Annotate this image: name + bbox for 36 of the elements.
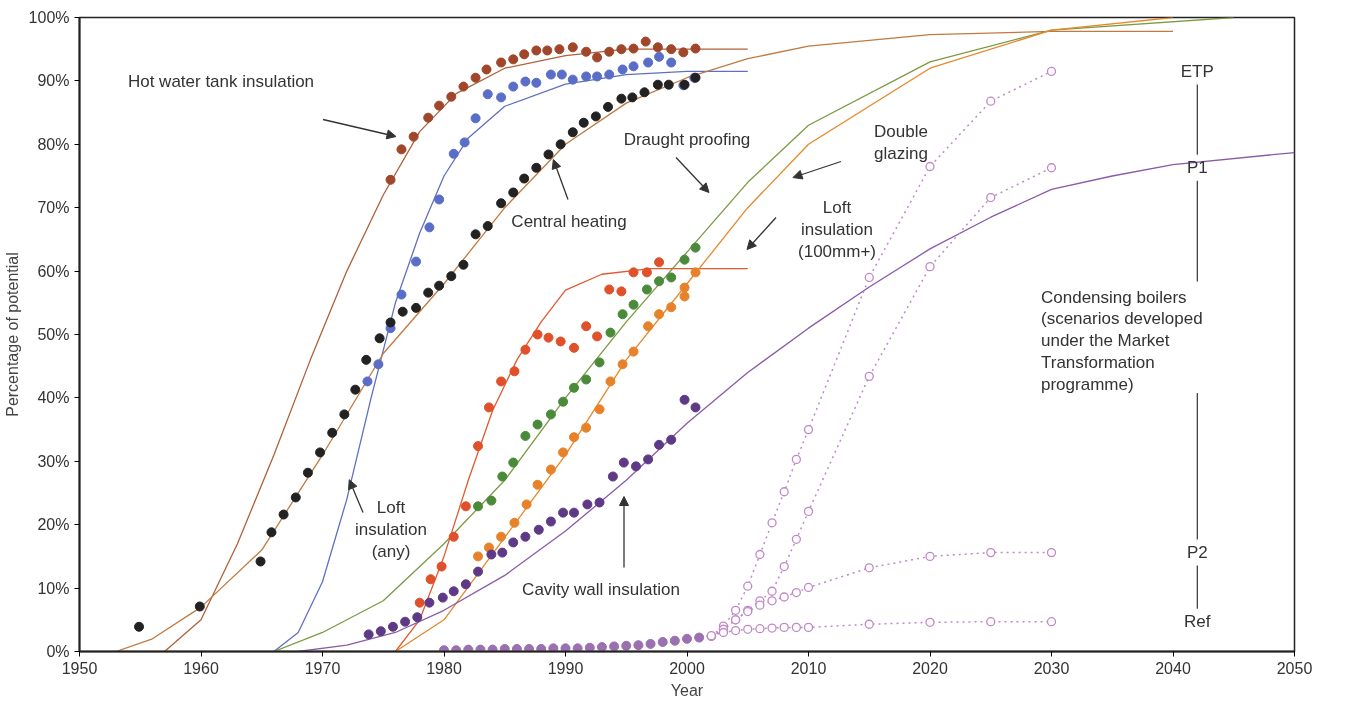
annotation: Loft insulation (any) [355, 498, 427, 561]
x-tick-label: 2000 [669, 659, 705, 677]
y-tick-label: 10% [37, 579, 70, 597]
x-tick-label: 2020 [912, 659, 948, 677]
annotation: Central heating [511, 212, 627, 231]
annotation: Loft insulation (100mm+) [798, 198, 876, 261]
annotation: Condensing boilers (scenarios developed under the Market Transformation programme) [1041, 287, 1203, 394]
annotation: Draught proofing [623, 130, 751, 149]
text: ETP [1180, 61, 1214, 81]
y-tick-label: 0% [46, 643, 70, 660]
y-axis-title: Percentage of potential [3, 252, 21, 417]
x-tick-label: 2010 [790, 659, 827, 677]
y-tick-label: 70% [37, 199, 70, 217]
text: P2 [1186, 543, 1208, 563]
text: P1 [1186, 158, 1208, 178]
x-tick-label: 2040 [1155, 659, 1191, 677]
y-tick-label: 90% [37, 72, 70, 90]
y-tick-label: 100% [28, 9, 70, 26]
annotation: Hot water tank insulation [127, 72, 315, 91]
annotation: Cavity wall insulation [522, 580, 680, 599]
x-tick-label: 1960 [183, 659, 219, 677]
y-tick-label: 50% [37, 326, 70, 343]
text: Ref [1184, 612, 1211, 632]
x-tick-label: 1990 [547, 659, 584, 677]
x-axis-title: Year [670, 681, 704, 699]
x-tick-label: 2030 [1033, 659, 1070, 677]
x-tick-label: 1950 [61, 659, 98, 677]
x-tick-label: 1970 [304, 659, 341, 677]
y-tick-label: 40% [37, 389, 70, 407]
annotation: Double glazing [874, 122, 928, 163]
y-tick-label: 60% [37, 262, 70, 280]
y-tick-label: 30% [37, 452, 70, 470]
x-tick-label: 1980 [426, 659, 462, 677]
y-tick-label: 80% [37, 135, 70, 153]
y-tick-label: 20% [37, 516, 70, 534]
x-tick-label: 2050 [1276, 659, 1313, 677]
